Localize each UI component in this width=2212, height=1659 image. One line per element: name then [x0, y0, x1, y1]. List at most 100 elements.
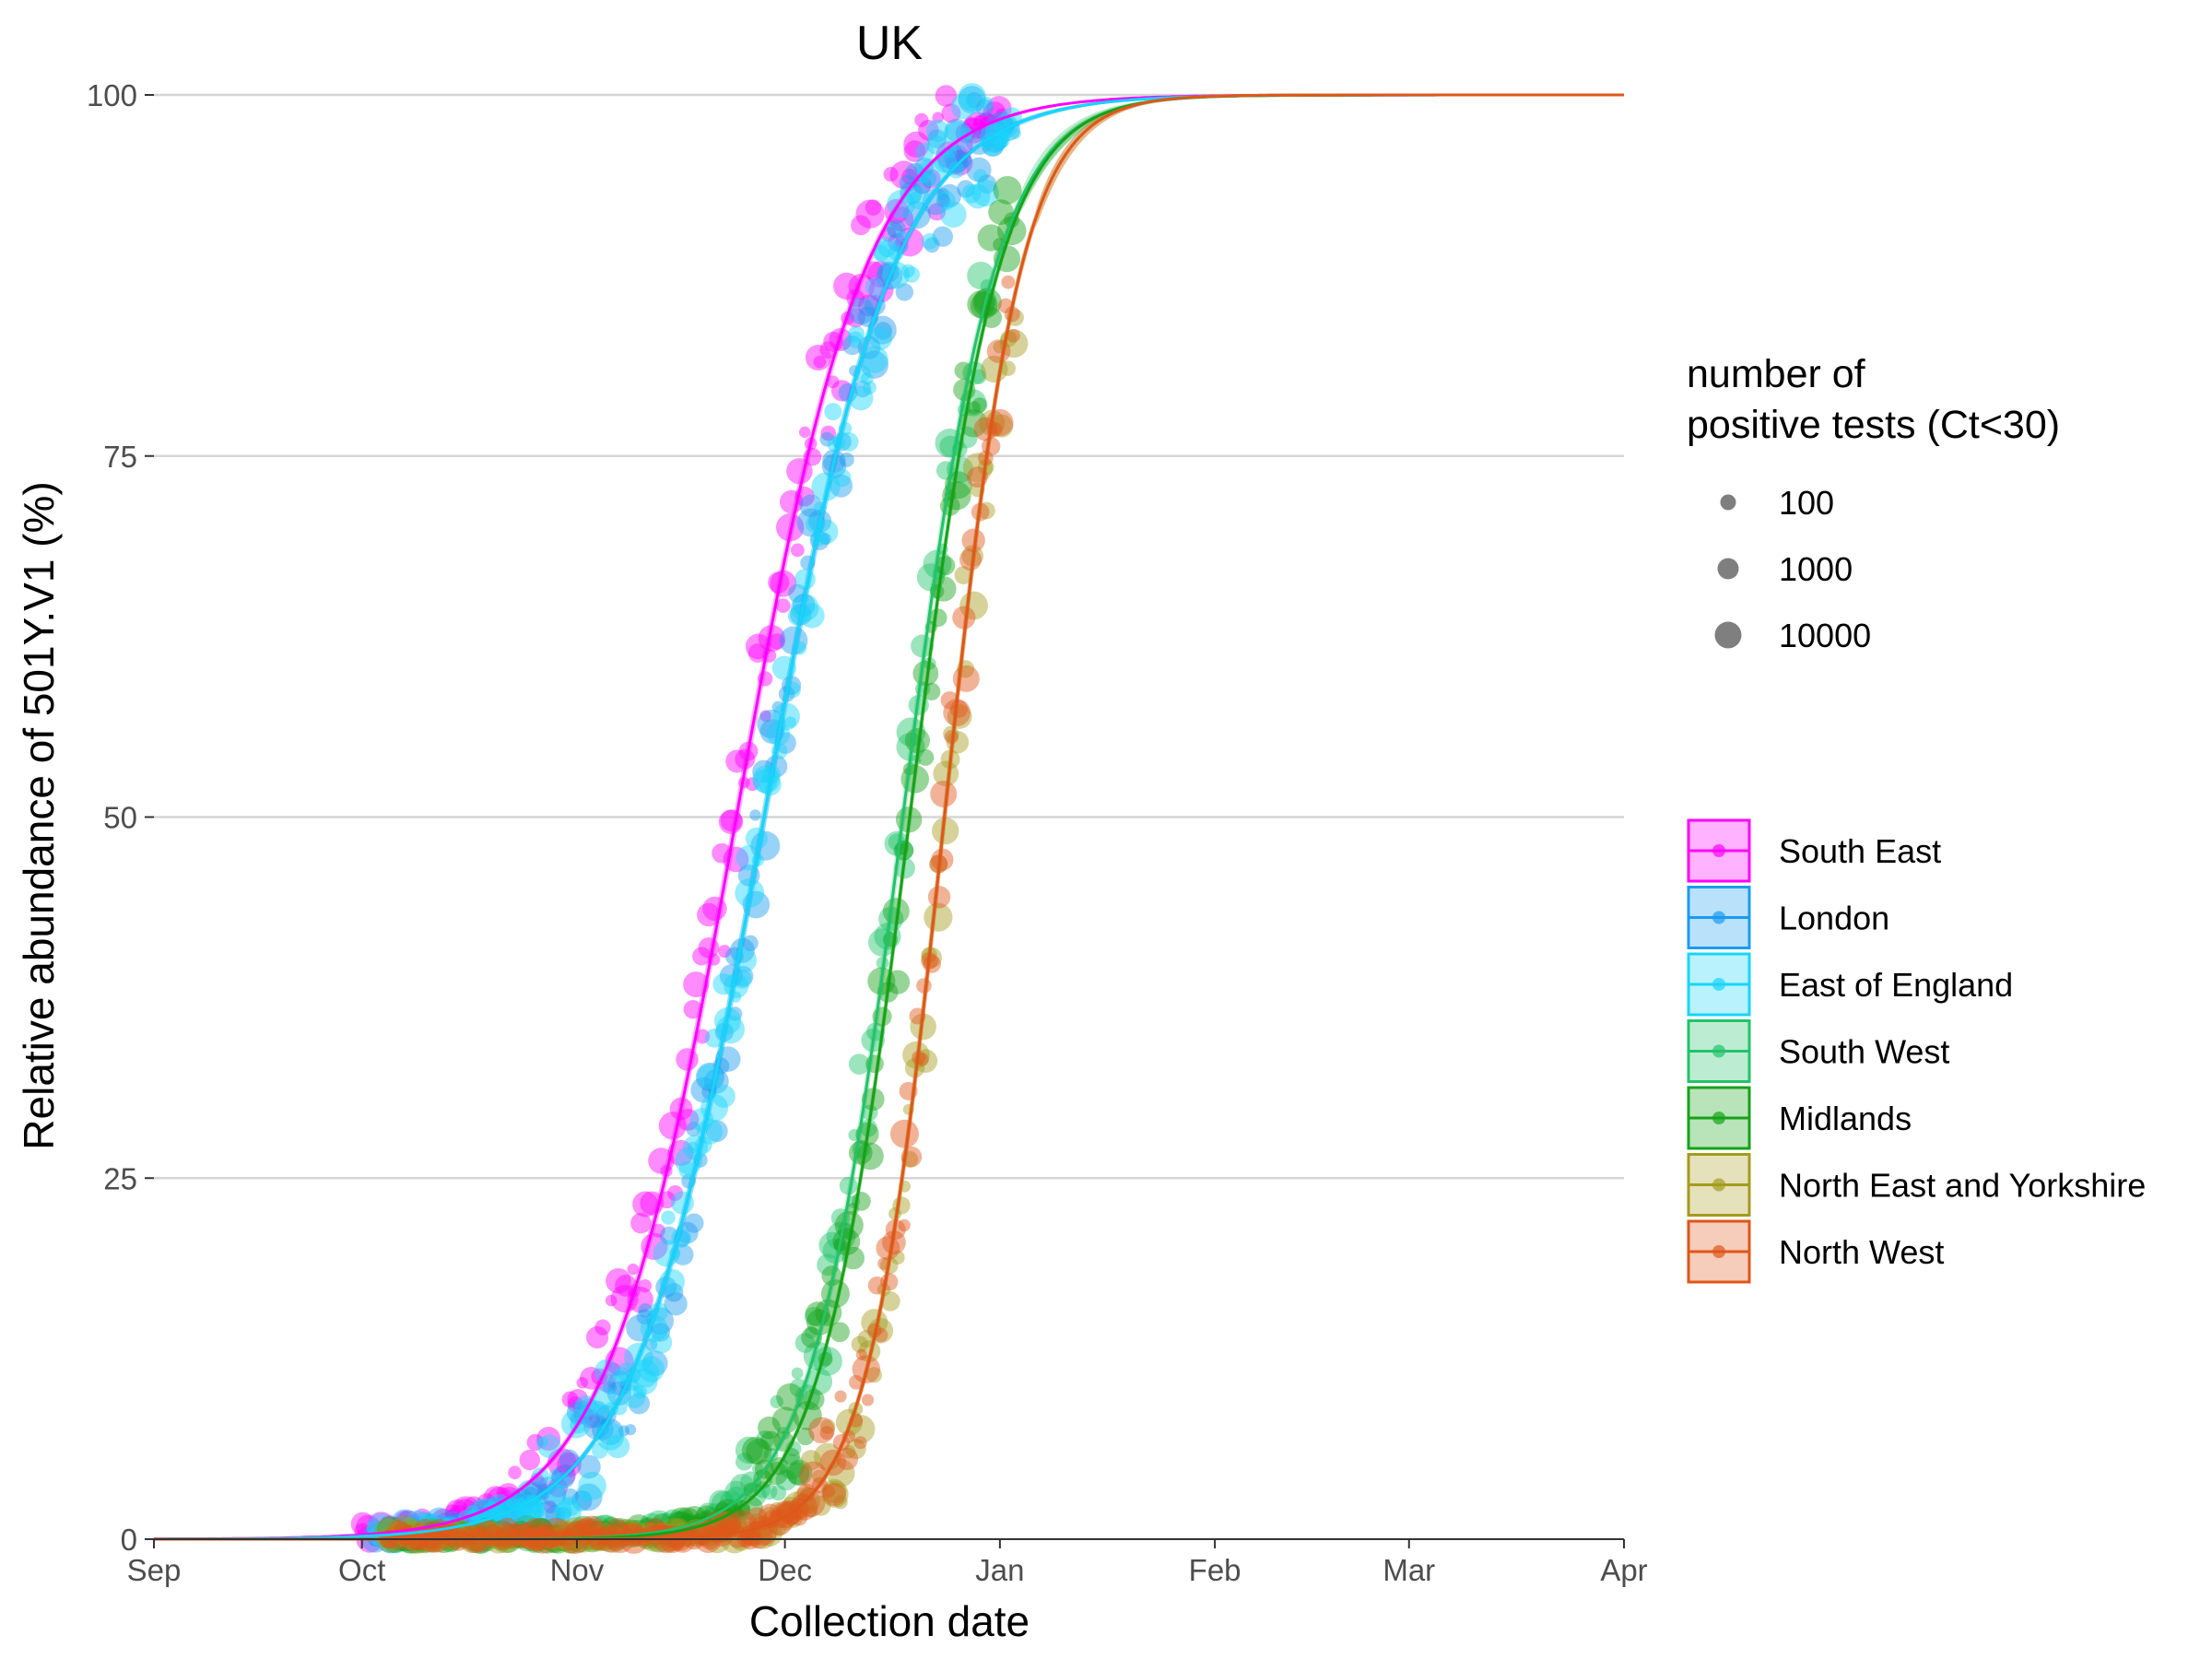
data-point [552, 1472, 571, 1490]
data-point [545, 1519, 558, 1531]
data-point [810, 1495, 831, 1516]
data-point [594, 1359, 619, 1384]
axes: Sep Oct Nov Dec Jan Feb Mar Apr 0 25 50 75 100 [87, 78, 1648, 1587]
data-point [917, 748, 935, 766]
data-point [830, 474, 853, 498]
data-point [813, 1442, 841, 1471]
data-point [718, 809, 744, 834]
legend-key-point [1712, 1044, 1725, 1058]
data-point [641, 1350, 668, 1377]
data-point [903, 140, 926, 162]
data-point [659, 1226, 678, 1245]
data-point [735, 1453, 754, 1471]
data-point [667, 1184, 684, 1201]
data-point [632, 1191, 659, 1218]
data-point [887, 222, 903, 239]
data-point [866, 1323, 882, 1338]
data-point [895, 283, 914, 301]
data-point [877, 239, 897, 258]
data-point [861, 1394, 875, 1406]
data-point [555, 1506, 571, 1523]
data-point [661, 1509, 685, 1533]
data-point [412, 1508, 432, 1528]
data-point [808, 1417, 835, 1444]
data-point [641, 1232, 668, 1260]
size-legend-label: 10000 [1779, 617, 1871, 654]
color-legend: South East London East of England South Wes… [1687, 818, 2146, 1284]
data-point [725, 749, 749, 773]
data-point [936, 194, 951, 208]
data-point [855, 1348, 867, 1360]
data-point [922, 188, 949, 216]
data-point [661, 1210, 676, 1225]
data-point [686, 1122, 701, 1137]
data-point [924, 902, 953, 932]
data-point [574, 1517, 596, 1540]
data-point [570, 1411, 585, 1427]
data-point [607, 1371, 633, 1396]
data-point [947, 161, 965, 179]
data-point [924, 237, 940, 253]
data-point [683, 999, 702, 1019]
data-point [805, 1325, 818, 1339]
data-point [715, 1015, 745, 1044]
data-point [952, 665, 980, 692]
data-point [535, 1524, 547, 1537]
data-point [758, 1416, 781, 1440]
data-point [543, 1523, 572, 1551]
data-point [864, 261, 884, 281]
data-point [966, 91, 982, 109]
data-point [732, 965, 754, 987]
data-point [745, 777, 759, 792]
data-point [650, 1331, 673, 1354]
data-point [606, 1522, 619, 1535]
data-point [975, 99, 994, 117]
data-point [695, 1029, 711, 1044]
size-legend-symbol [1714, 621, 1742, 649]
data-point [548, 1521, 576, 1548]
data-point [584, 1515, 611, 1542]
data-point [851, 1335, 868, 1353]
data-point [692, 947, 712, 966]
data-point [880, 1291, 900, 1312]
data-point [735, 1517, 748, 1530]
data-point [958, 86, 986, 114]
data-point [833, 272, 861, 300]
data-point [508, 1521, 535, 1548]
data-point [1004, 306, 1020, 323]
data-point [551, 1519, 575, 1543]
data-point [957, 180, 975, 198]
data-point [404, 1519, 429, 1544]
data-point [581, 1409, 600, 1429]
data-point [743, 1482, 759, 1498]
data-point [756, 1430, 775, 1450]
data-point [741, 1436, 770, 1465]
data-point [418, 1517, 441, 1541]
data-point [981, 437, 1001, 456]
data-point [516, 1522, 541, 1547]
data-point [833, 1494, 848, 1510]
data-point [414, 1518, 437, 1542]
data-point [906, 186, 930, 210]
x-tick-label: Dec [758, 1553, 812, 1587]
data-point [937, 146, 967, 175]
data-point [753, 1469, 773, 1489]
data-point [857, 294, 880, 317]
data-point [422, 1528, 439, 1546]
x-tick-label: Oct [338, 1553, 385, 1587]
data-point [820, 425, 836, 441]
data-point [579, 1490, 591, 1503]
data-point [502, 1514, 526, 1539]
data-point [557, 1452, 582, 1477]
data-point [770, 1394, 783, 1409]
data-point [617, 1518, 638, 1539]
data-point [810, 530, 827, 547]
data-point [536, 1525, 548, 1537]
data-point [900, 181, 923, 205]
data-point [913, 1049, 938, 1074]
y-tick-label: 25 [103, 1161, 137, 1195]
data-point [785, 1511, 803, 1528]
data-point [706, 1521, 723, 1537]
data-point [857, 1330, 876, 1348]
data-point [350, 1512, 375, 1536]
